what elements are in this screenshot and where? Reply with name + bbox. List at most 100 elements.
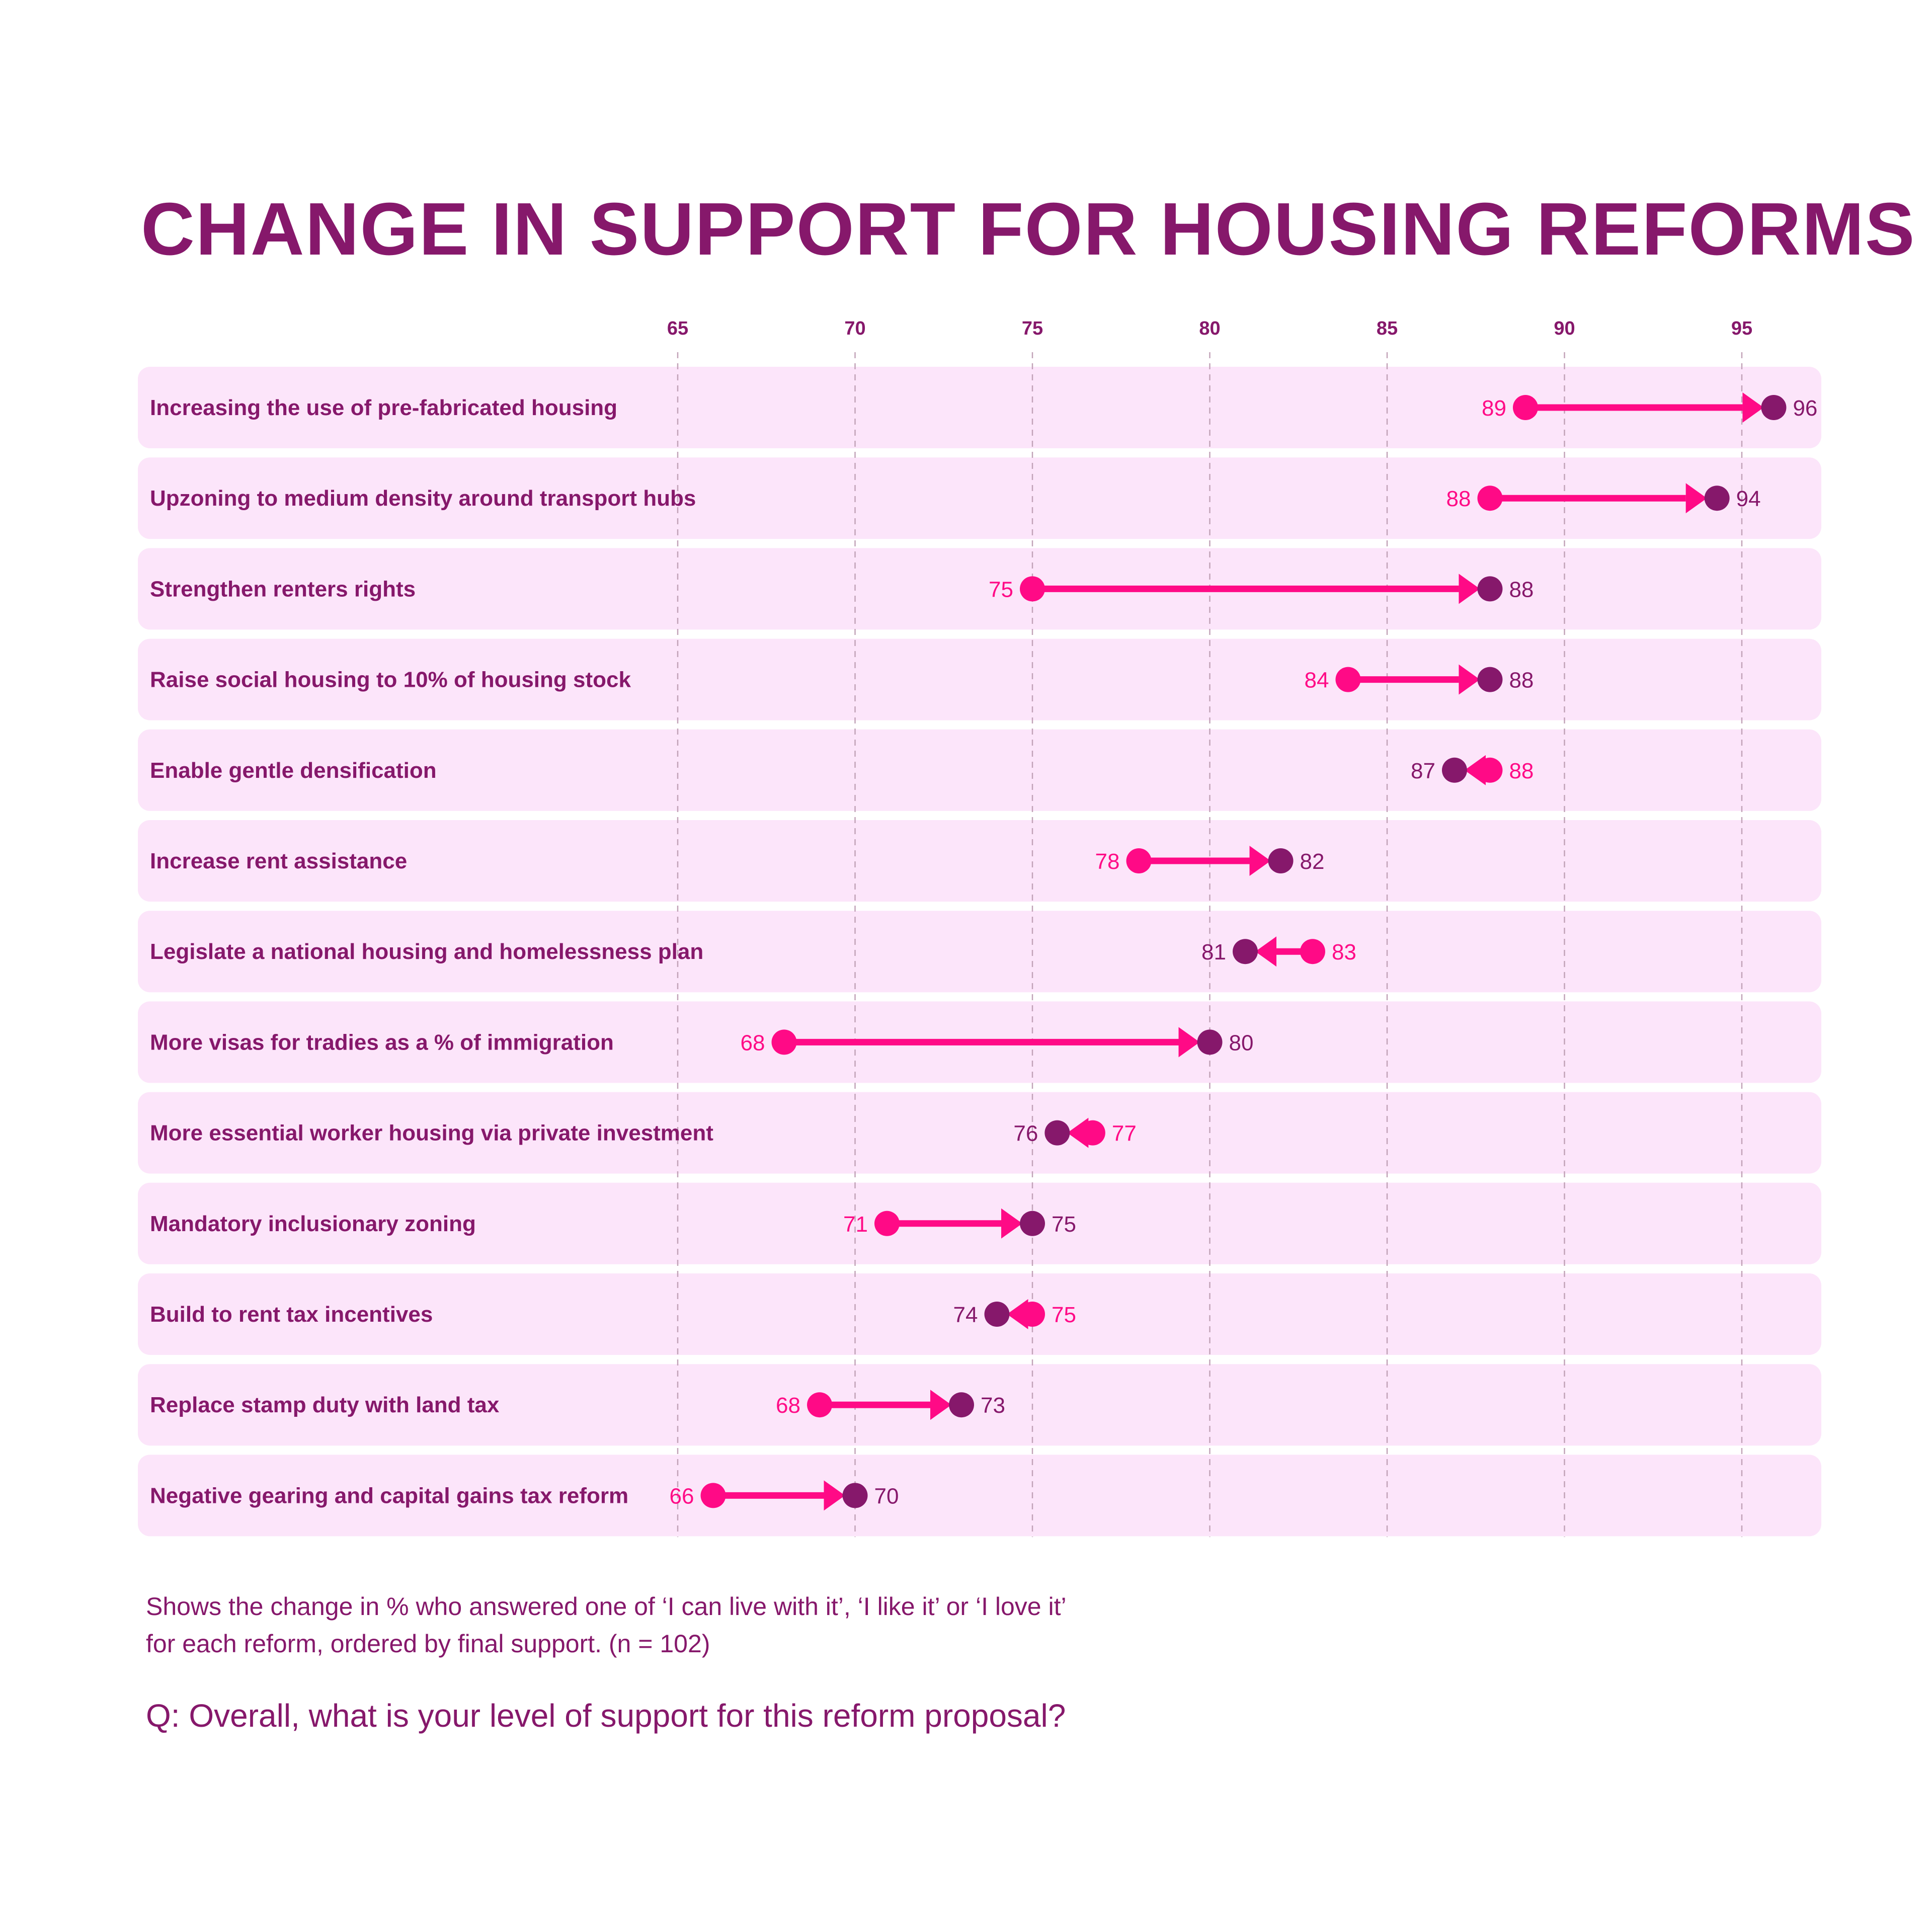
change-arrowhead — [1459, 574, 1480, 604]
row: More visas for tradies as a % of immigra… — [150, 1027, 1254, 1058]
row-label: Upzoning to medium density around transp… — [150, 486, 696, 511]
end-point — [1477, 667, 1503, 692]
change-arrowhead — [1001, 1208, 1022, 1239]
end-point — [1704, 486, 1730, 511]
row-background — [138, 911, 1821, 993]
start-value-label: 88 — [1446, 487, 1471, 511]
row-label: Build to rent tax incentives — [150, 1302, 433, 1327]
start-value-label: 68 — [776, 1393, 800, 1418]
start-point — [700, 1483, 726, 1508]
row-backgrounds — [138, 367, 1821, 1537]
change-arrowhead — [1685, 483, 1707, 514]
row-label: More visas for tradies as a % of immigra… — [150, 1030, 614, 1055]
row: Replace stamp duty with land tax 68 73 — [150, 1390, 1005, 1420]
x-tick-label: 80 — [1199, 318, 1220, 339]
start-point — [1477, 486, 1503, 511]
start-point — [1512, 395, 1538, 420]
row-background — [138, 367, 1821, 448]
row-label: More essential worker housing via privat… — [150, 1121, 713, 1146]
row-label: Legislate a national housing and homeles… — [150, 939, 703, 964]
end-value-label: 80 — [1229, 1030, 1254, 1055]
start-point — [874, 1211, 900, 1236]
row-label: Negative gearing and capital gains tax r… — [150, 1483, 628, 1508]
start-value-label: 71 — [843, 1212, 868, 1237]
end-point — [1233, 939, 1258, 964]
start-value-label: 89 — [1482, 396, 1506, 421]
end-point — [1197, 1029, 1223, 1055]
start-point — [1080, 1120, 1105, 1146]
end-point — [1044, 1120, 1070, 1146]
row-background — [138, 638, 1821, 720]
chart-title: CHANGE IN SUPPORT FOR HOUSING REFORMS — [141, 188, 1916, 271]
row-background — [138, 1273, 1821, 1355]
x-tick-label: 65 — [667, 318, 688, 339]
end-point — [1020, 1211, 1045, 1236]
row-label: Raise social housing to 10% of housing s… — [150, 668, 631, 692]
change-arrowhead — [1459, 664, 1480, 695]
end-point — [1441, 757, 1467, 783]
row-background — [138, 457, 1821, 539]
x-tick-label: 70 — [844, 318, 865, 339]
row-background — [138, 820, 1821, 902]
x-tick-label: 95 — [1731, 318, 1752, 339]
start-value-label: 83 — [1332, 940, 1356, 964]
end-point — [1268, 848, 1294, 873]
row-background — [138, 1455, 1821, 1537]
row-label: Mandatory inclusionary zoning — [150, 1212, 476, 1236]
chart-note-line-2: for each reform, ordered by final suppor… — [146, 1630, 710, 1658]
change-arrowhead — [930, 1390, 951, 1420]
end-value-label: 81 — [1201, 940, 1226, 964]
change-arrowhead — [1249, 846, 1271, 876]
start-point — [1335, 667, 1361, 692]
row: Legislate a national housing and homeles… — [150, 936, 1356, 967]
start-value-label: 78 — [1095, 849, 1120, 874]
x-tick-label: 85 — [1377, 318, 1398, 339]
start-point — [807, 1392, 832, 1418]
x-axis-ticks: 65 70 75 80 85 90 95 — [667, 318, 1752, 339]
row-label: Enable gentle densification — [150, 758, 437, 783]
row: Upzoning to medium density around transp… — [150, 483, 1761, 514]
end-value-label: 87 — [1411, 759, 1435, 783]
row-label: Replace stamp duty with land tax — [150, 1393, 500, 1417]
row-label: Strengthen renters rights — [150, 577, 416, 601]
start-point — [1300, 939, 1325, 964]
x-tick-label: 75 — [1022, 318, 1043, 339]
start-point — [1020, 1302, 1045, 1327]
row-background — [138, 548, 1821, 630]
row-background — [138, 1364, 1821, 1446]
start-value-label: 75 — [989, 577, 1013, 602]
chart-note-line-1: Shows the change in % who answered one o… — [146, 1592, 1067, 1621]
start-value-label: 88 — [1509, 759, 1534, 783]
start-value-label: 68 — [741, 1030, 765, 1055]
x-tick-label: 90 — [1554, 318, 1575, 339]
start-point — [1477, 757, 1503, 783]
start-value-label: 66 — [670, 1484, 694, 1508]
row: Enable gentle densification 88 87 — [150, 755, 1534, 785]
rows: Increasing the use of pre-fabricated hou… — [150, 392, 1817, 1511]
end-point — [1477, 576, 1503, 602]
row: Mandatory inclusionary zoning 71 75 — [150, 1208, 1076, 1239]
end-point — [842, 1483, 868, 1508]
grid-lines — [677, 352, 1743, 1537]
change-arrowhead — [824, 1480, 845, 1511]
end-value-label: 94 — [1736, 487, 1761, 511]
row-label: Increase rent assistance — [150, 849, 407, 873]
end-value-label: 70 — [874, 1484, 899, 1508]
row: Increasing the use of pre-fabricated hou… — [150, 392, 1817, 423]
change-arrowhead — [1178, 1027, 1200, 1058]
start-point — [771, 1029, 797, 1055]
row-background — [138, 729, 1821, 811]
row: More essential worker housing via privat… — [150, 1117, 1137, 1148]
start-point — [1020, 576, 1045, 602]
end-value-label: 74 — [953, 1303, 978, 1327]
row: Strengthen renters rights 75 88 — [150, 574, 1534, 604]
end-point — [1761, 395, 1787, 420]
row-label: Increasing the use of pre-fabricated hou… — [150, 395, 617, 420]
end-value-label: 73 — [981, 1393, 1005, 1418]
end-value-label: 75 — [1052, 1212, 1076, 1237]
end-value-label: 96 — [1793, 396, 1817, 421]
row: Increase rent assistance 78 82 — [150, 846, 1324, 876]
change-arrowhead — [1742, 392, 1764, 423]
row: Build to rent tax incentives 75 74 — [150, 1299, 1076, 1329]
